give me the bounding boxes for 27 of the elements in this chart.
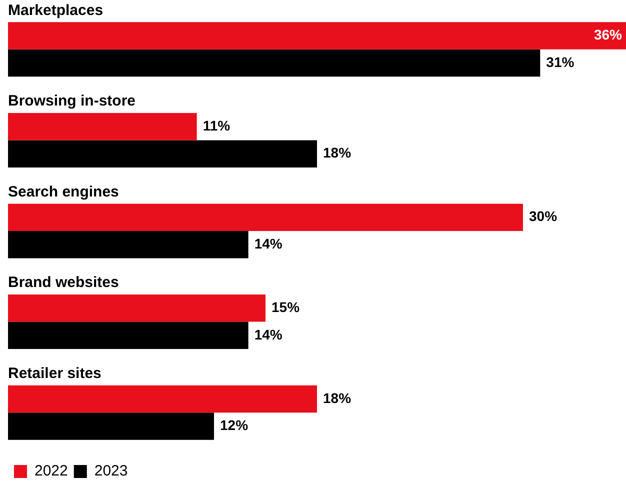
y-tick-label: Search engines	[8, 183, 119, 200]
data-label: 18%	[323, 390, 352, 406]
data-label: 36%	[594, 26, 623, 43]
y-tick-label: Browsing in-store	[8, 92, 136, 110]
bar	[8, 294, 266, 322]
bar	[8, 112, 197, 140]
legend-label: 2022	[34, 462, 68, 480]
bar	[8, 49, 540, 77]
legend-label: 2023	[94, 462, 128, 480]
bar	[8, 412, 214, 440]
data-label: 18%	[323, 144, 352, 161]
y-tick-label: Brand websites	[8, 274, 119, 292]
bar	[8, 231, 248, 258]
bar	[8, 204, 523, 231]
y-tick-label: Retailer sites	[8, 365, 102, 382]
bar	[8, 322, 248, 350]
data-label: 15%	[272, 299, 300, 316]
y-tick-label: Marketplaces	[8, 2, 104, 19]
bar	[8, 385, 317, 413]
data-label: 14%	[254, 235, 283, 252]
data-label: 12%	[220, 417, 249, 434]
data-label: 11%	[202, 117, 231, 134]
data-label: 31%	[546, 54, 575, 70]
bar	[8, 22, 626, 50]
bar	[8, 140, 317, 168]
data-label: 30%	[529, 208, 558, 224]
data-label: 14%	[254, 326, 283, 342]
